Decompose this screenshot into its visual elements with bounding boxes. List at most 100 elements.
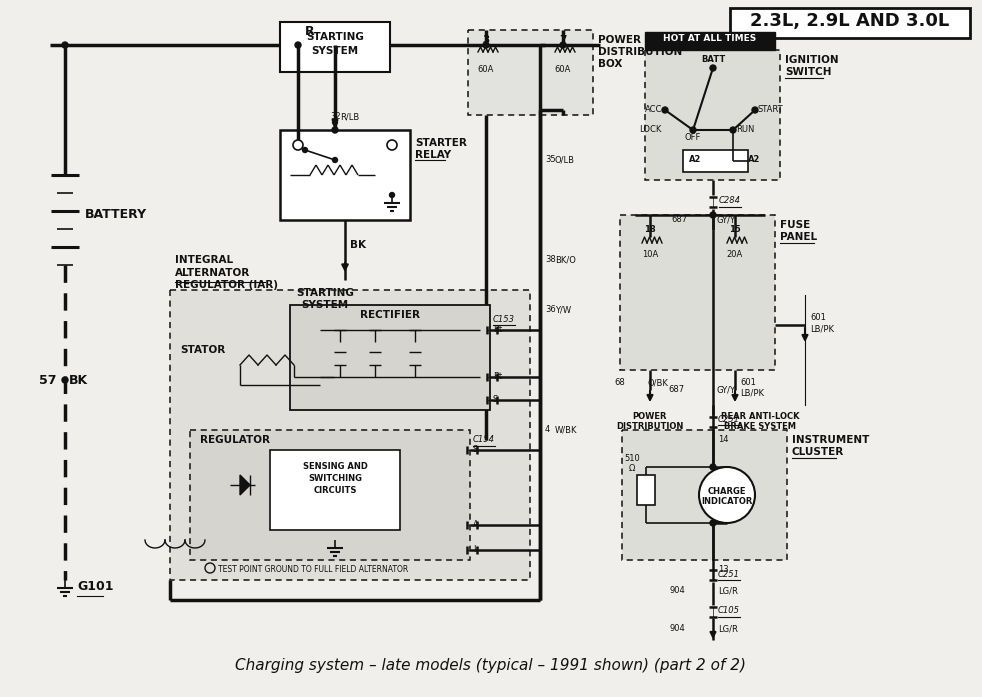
Text: INSTRUMENT: INSTRUMENT [792,435,869,445]
Text: STARTER: STARTER [415,138,466,148]
Text: C154: C154 [473,435,495,444]
Text: 36: 36 [545,305,556,314]
Polygon shape [240,475,250,495]
Text: HOT AT ALL TIMES: HOT AT ALL TIMES [664,34,756,43]
Text: 32: 32 [330,112,341,121]
Circle shape [690,127,696,133]
Text: C251: C251 [718,570,740,579]
Text: SWITCH: SWITCH [785,67,832,77]
Text: Bt: Bt [493,325,502,334]
Bar [190,430,470,560]
Bar [645,50,780,180]
Text: ALTERNATOR: ALTERNATOR [175,268,250,278]
Text: BATTERY: BATTERY [85,208,147,222]
Circle shape [295,42,301,48]
Circle shape [293,140,303,150]
Text: 904: 904 [670,624,685,633]
Text: BRAKE SYSTEM: BRAKE SYSTEM [724,422,796,431]
Text: LB/PK: LB/PK [810,325,834,334]
Text: BK: BK [69,374,88,387]
Text: 904: 904 [670,586,685,595]
Text: A2: A2 [748,155,760,164]
Text: 20A: 20A [727,250,743,259]
Circle shape [710,464,716,470]
Text: Bt: Bt [493,372,502,381]
Circle shape [710,212,716,218]
Text: Charging system – late models (typical – 1991 shown) (part 2 of 2): Charging system – late models (typical –… [236,658,746,673]
Text: 510: 510 [625,454,640,463]
Text: SENSING AND: SENSING AND [302,462,367,471]
Circle shape [302,148,307,153]
Bar [620,215,775,370]
Text: GY/Y: GY/Y [717,215,736,224]
Text: 14: 14 [718,435,729,444]
Text: G101: G101 [77,580,114,593]
Text: O/LB: O/LB [555,155,575,164]
Polygon shape [369,365,381,375]
Text: SYSTEM: SYSTEM [301,300,349,310]
Text: A: A [473,520,479,529]
Circle shape [699,467,755,523]
Text: W/BK: W/BK [555,425,577,434]
Text: BK/O: BK/O [555,256,575,264]
Text: LG/R: LG/R [718,624,737,633]
Text: SWITCHING: SWITCHING [308,474,362,483]
Text: Y/W: Y/W [555,305,572,314]
Text: 13: 13 [718,565,729,574]
Circle shape [730,127,736,133]
Circle shape [752,107,758,113]
Text: POWER: POWER [632,412,667,421]
Circle shape [62,42,68,48]
Text: POWER: POWER [598,35,641,45]
Polygon shape [334,365,346,375]
Text: 601: 601 [810,313,826,322]
Circle shape [560,42,566,48]
Polygon shape [409,342,421,352]
Polygon shape [369,342,381,352]
Polygon shape [334,342,346,352]
Circle shape [710,520,716,526]
Text: RECTIFIER: RECTIFIER [360,310,420,320]
Text: INDICATOR: INDICATOR [701,497,752,506]
Text: I: I [473,545,475,554]
Bar [637,475,655,505]
Text: CHARGE: CHARGE [708,487,746,496]
Circle shape [332,127,338,133]
Circle shape [390,192,395,197]
Bar [645,32,775,50]
Text: LOCK: LOCK [639,125,662,135]
Text: TEST POINT GROUND TO FULL FIELD ALTERNATOR: TEST POINT GROUND TO FULL FIELD ALTERNAT… [218,565,409,574]
Bar [622,430,787,560]
Text: BOX: BOX [598,59,623,69]
Bar [683,150,748,172]
Bar [270,450,400,530]
Text: GY/Y: GY/Y [717,385,736,395]
Text: RELAY: RELAY [415,150,451,160]
Text: 35: 35 [545,155,556,164]
Text: REGULATOR (IAR): REGULATOR (IAR) [175,280,278,290]
Text: PANEL: PANEL [780,232,817,242]
Bar [170,290,530,580]
Text: R/LB: R/LB [340,112,359,121]
Text: LB/PK: LB/PK [740,388,764,397]
Text: S: S [473,445,478,454]
Text: INTEGRAL: INTEGRAL [175,255,233,265]
Circle shape [333,158,338,162]
Text: 2.3L, 2.9L AND 3.0L: 2.3L, 2.9L AND 3.0L [750,12,950,30]
Text: 687: 687 [669,385,685,395]
Text: 60A: 60A [478,65,494,74]
Polygon shape [409,365,421,375]
Bar [290,305,490,410]
Text: R: R [305,25,315,38]
Text: Ω: Ω [628,464,635,473]
Text: C284: C284 [719,196,741,205]
Text: STATOR: STATOR [180,345,225,355]
Text: LG/R: LG/R [718,586,737,595]
Text: 601: 601 [740,378,756,387]
Text: 68: 68 [615,378,625,387]
Circle shape [62,377,68,383]
Text: STARTING: STARTING [306,32,364,42]
Text: 687: 687 [672,215,688,224]
Text: BATT: BATT [701,55,725,64]
Text: DISTRIBUTION: DISTRIBUTION [617,422,683,431]
